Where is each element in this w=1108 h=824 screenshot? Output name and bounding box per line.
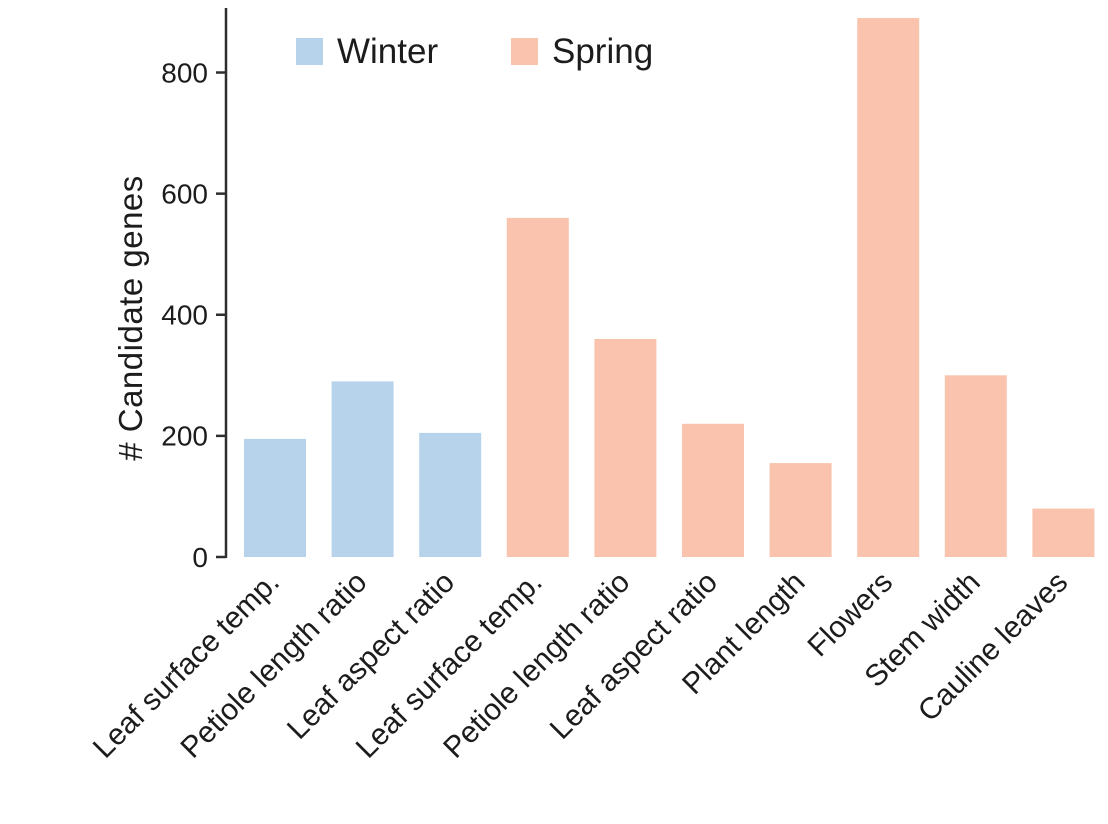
y-axis-title: # Candidate genes <box>112 175 149 461</box>
legend-swatch-winter <box>296 38 323 65</box>
legend-label-winter: Winter <box>337 32 439 71</box>
y-tick-label: 800 <box>161 57 208 88</box>
legend-item-winter: Winter <box>296 34 438 69</box>
x-tick-label: Cauline leaves <box>912 566 1074 728</box>
legend-label-spring: Spring <box>552 32 654 71</box>
bar-spring <box>857 18 920 557</box>
bar-winter <box>331 381 394 557</box>
bar-spring <box>944 375 1007 557</box>
y-tick-label: 0 <box>192 542 208 573</box>
y-tick-label: 400 <box>161 300 208 331</box>
bar-winter <box>244 438 306 557</box>
legend-swatch-spring <box>511 38 538 65</box>
bar-winter <box>419 432 482 557</box>
y-tick-label: 200 <box>161 421 208 452</box>
legend-item-spring: Spring <box>511 34 653 69</box>
y-tick-label: 600 <box>161 178 208 209</box>
bar-spring <box>1032 508 1095 557</box>
bar-spring <box>769 463 832 557</box>
bar-spring <box>682 423 744 557</box>
bar-spring <box>506 217 569 557</box>
bar-spring <box>594 339 657 557</box>
